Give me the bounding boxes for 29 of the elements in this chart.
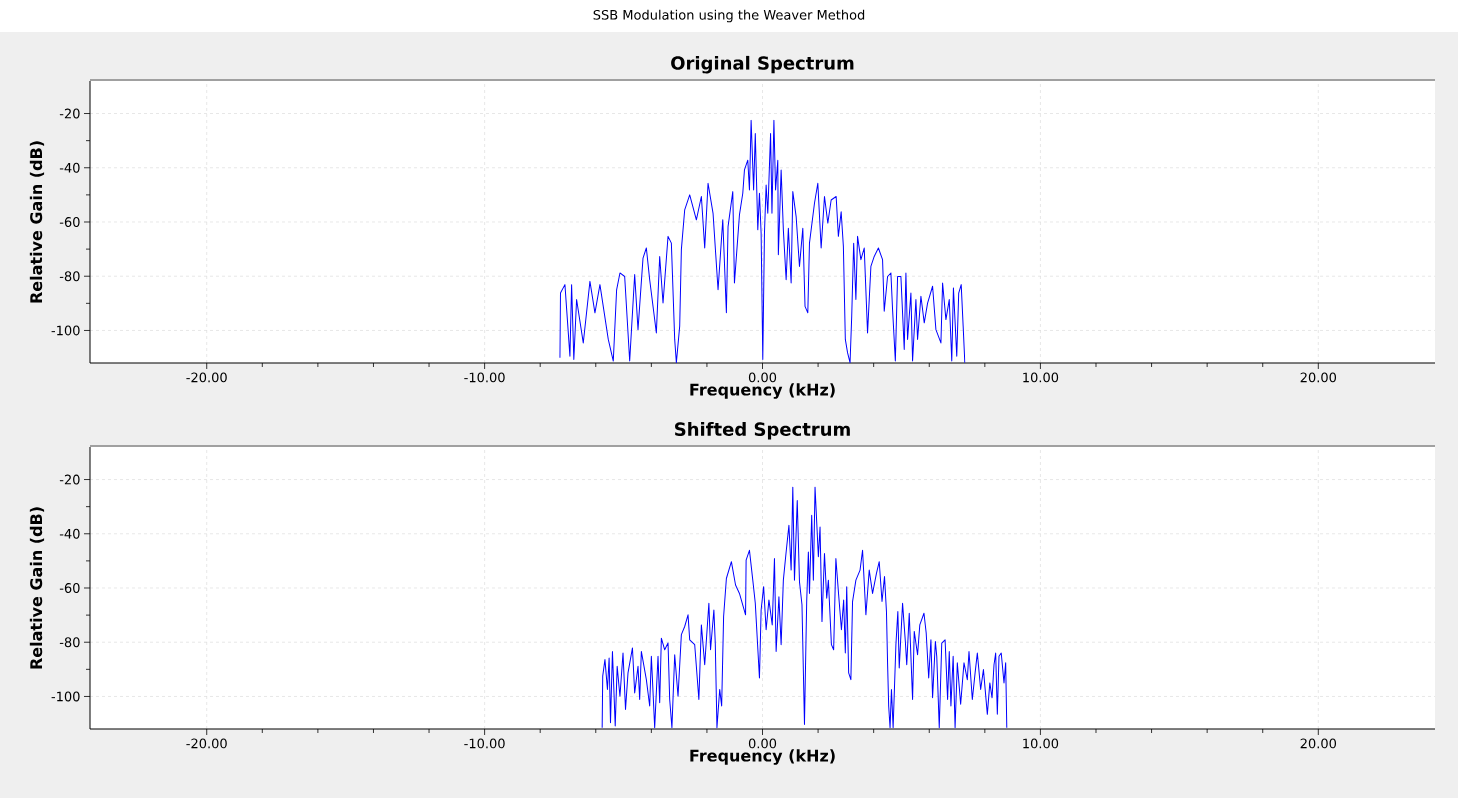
chart-title: Original Spectrum <box>671 55 854 74</box>
y-axis-title: Relative Gain (dB) <box>29 507 45 669</box>
y-tick-label: -100 <box>51 325 80 336</box>
y-tick-label: -20 <box>59 108 80 119</box>
y-tick-label: -100 <box>51 691 80 702</box>
x-tick-label: 0.00 <box>748 738 777 749</box>
x-tick-label: -10.00 <box>464 738 505 749</box>
y-tick-label: -60 <box>59 217 80 227</box>
y-axis-title: Relative Gain (dB) <box>29 141 45 303</box>
text: SSB Modulation using the Weaver Method <box>593 9 865 23</box>
x-tick-label: 20.00 <box>1300 738 1337 749</box>
y-tick-label: -20 <box>59 474 80 485</box>
y-tick-label: -80 <box>59 271 80 282</box>
y-tick-label: -40 <box>59 528 80 539</box>
y-tick-label: -60 <box>59 583 80 593</box>
x-tick-label: -20.00 <box>186 738 227 749</box>
chart-title: Shifted Spectrum <box>675 422 850 440</box>
x-tick-label: 10.00 <box>1023 372 1059 383</box>
line-series <box>559 119 966 363</box>
line-series <box>601 486 1008 729</box>
x-tick-label: 20.00 <box>1300 372 1337 383</box>
x-axis-title: Frequency (kHz) <box>690 383 835 399</box>
x-axis-title: Frequency (kHz) <box>690 749 835 765</box>
y-tick-label: -80 <box>59 637 80 648</box>
y-tick-label: -40 <box>59 162 80 173</box>
x-tick-label: -10.00 <box>464 372 505 383</box>
x-tick-label: 10.00 <box>1023 738 1059 749</box>
x-tick-label: -20.00 <box>186 372 227 383</box>
x-tick-label: 0.00 <box>748 372 777 383</box>
